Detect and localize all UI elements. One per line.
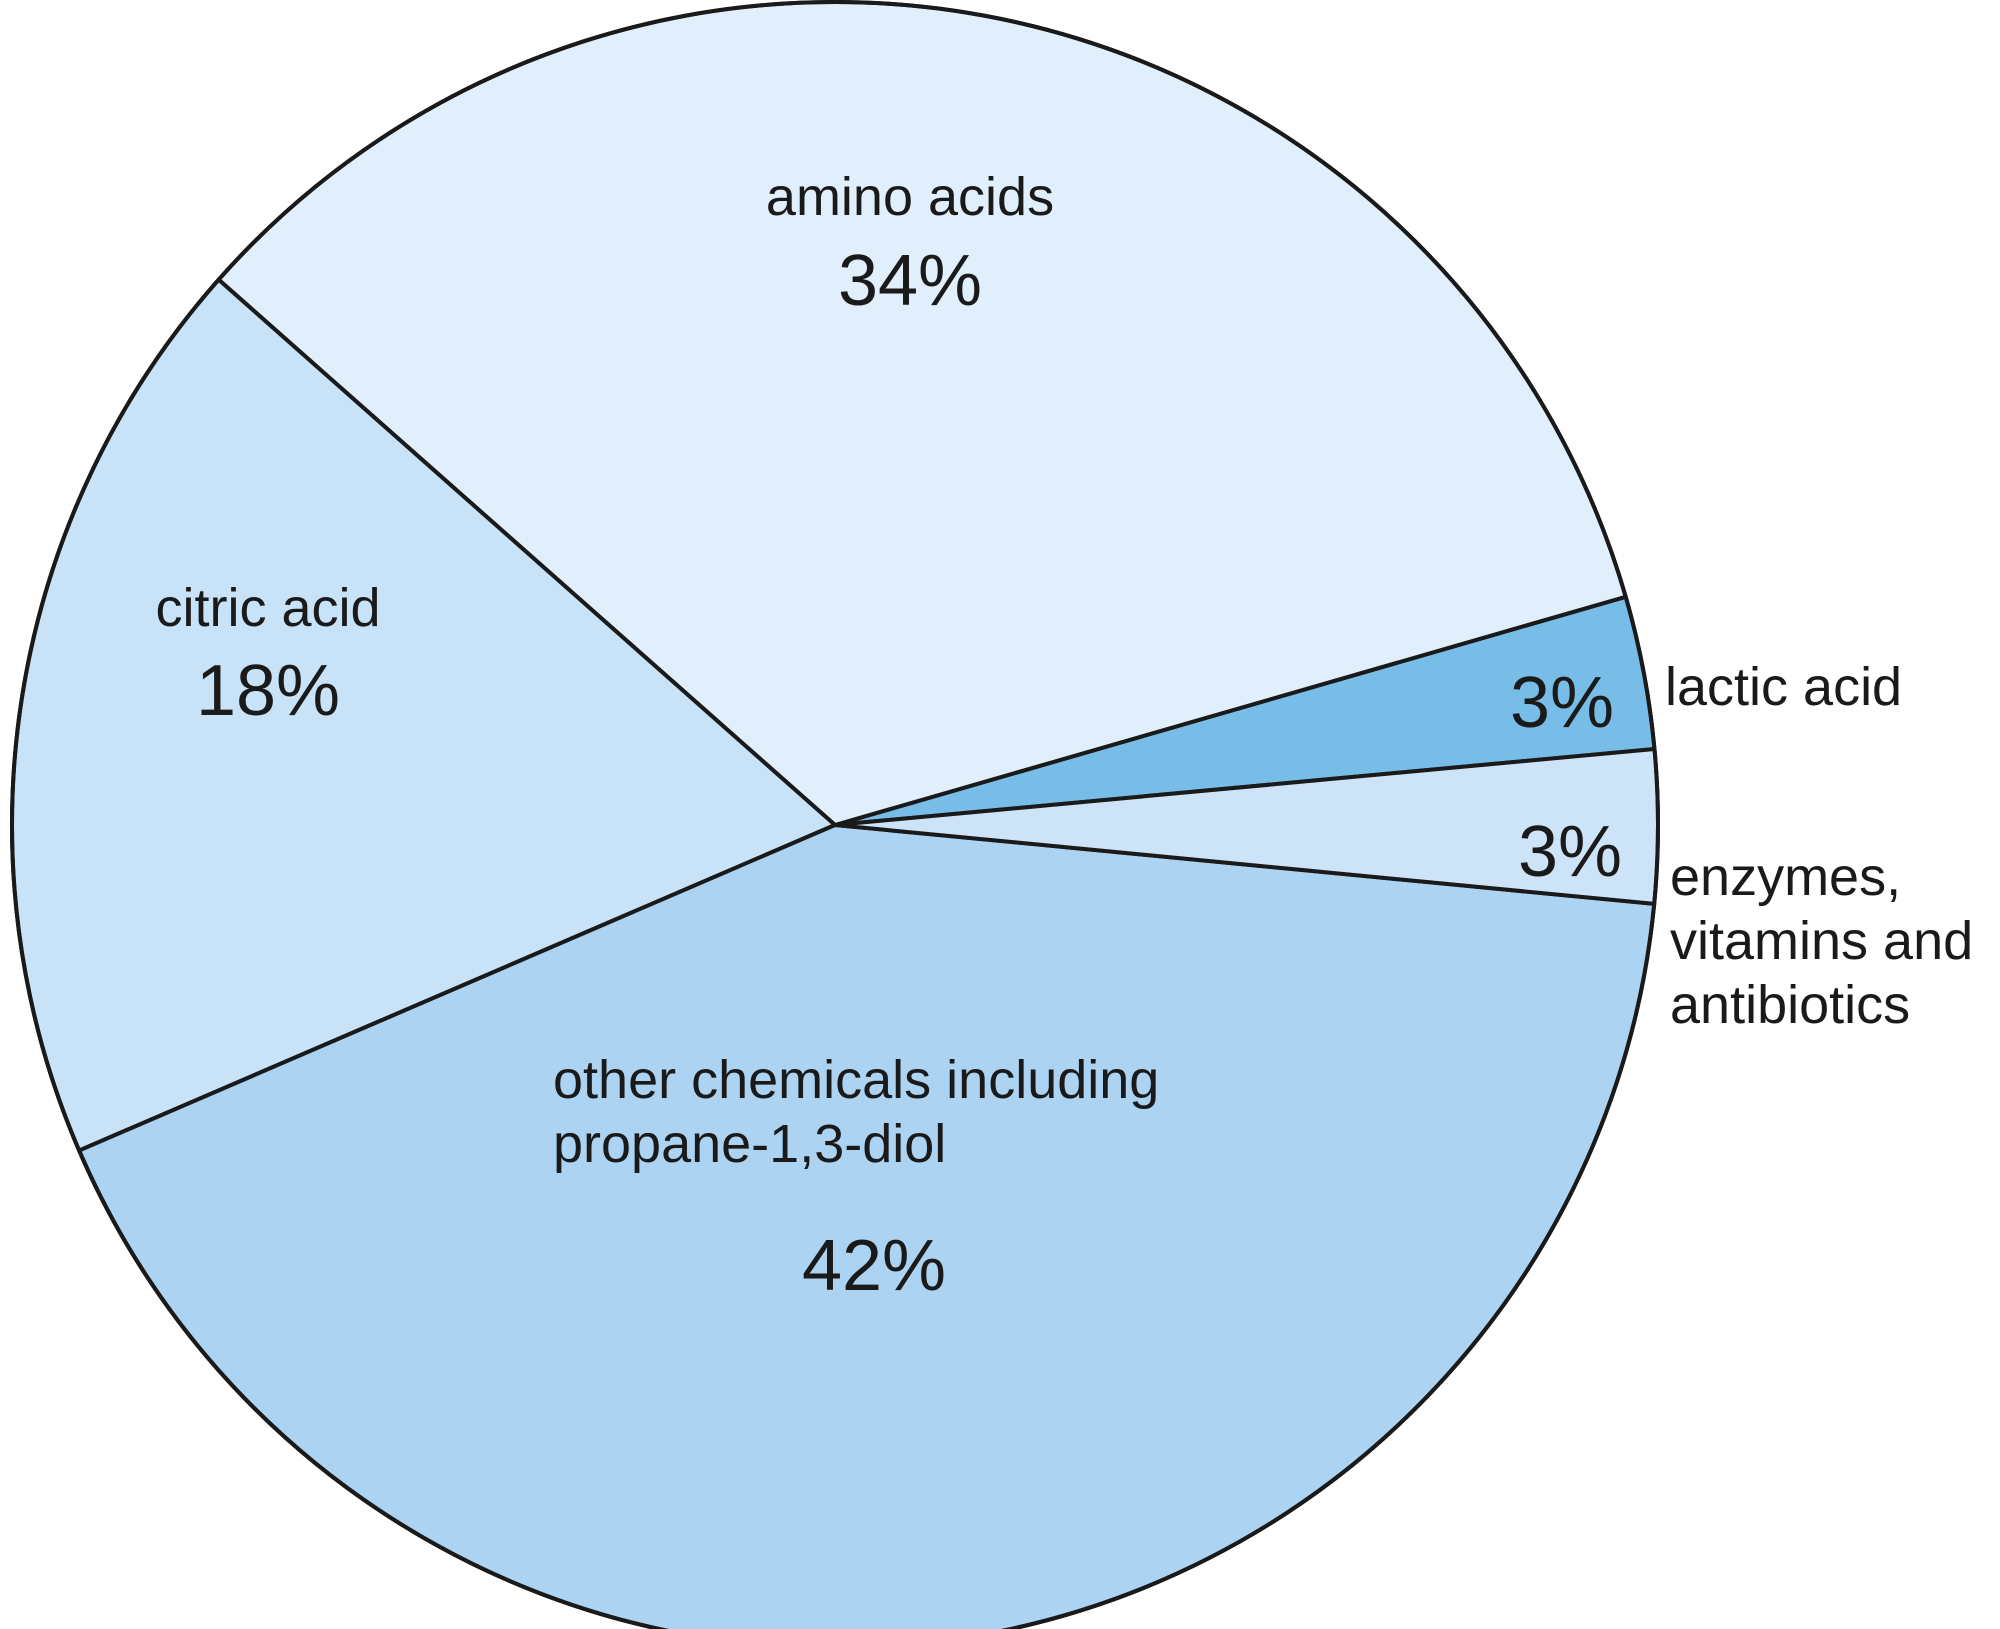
pie-outline <box>10 0 1660 1629</box>
slice-label-enzymes-vitamins-and-antibiotics: enzymes, vitamins and antibiotics <box>1670 847 1973 1035</box>
slice-label-line: other chemicals including <box>553 1050 1159 1110</box>
slice-label-line: lactic acid <box>1665 657 1902 717</box>
pie-slices <box>10 0 1660 1629</box>
pie-labels: lactic acid 3% amino acids 34% citric acid 18… <box>155 167 1973 1306</box>
slice-value-citric-acid: 18% <box>196 651 340 731</box>
slice-label-lactic-acid: lactic acid <box>1665 657 1902 717</box>
slice-value-amino-acids: 34% <box>838 241 982 321</box>
slice-label-line: propane-1,3-diol <box>553 1114 946 1174</box>
slice-label-line: citric acid <box>155 578 380 638</box>
slice-label-line: antibiotics <box>1670 975 1910 1035</box>
slice-label-line: vitamins and <box>1670 911 1973 971</box>
slice-value-enzymes-vitamins-and-antibiotics: 3% <box>1518 812 1622 892</box>
slice-label-other-chemicals-including-propane-1-3-diol: other chemicals including propane-1,3-dio… <box>553 1050 1159 1174</box>
slice-value-other-chemicals-including-propane-1-3-diol: 42% <box>802 1226 946 1306</box>
slice-label-amino-acids: amino acids <box>766 167 1054 227</box>
slice-label-citric-acid: citric acid <box>155 578 380 638</box>
slice-value-lactic-acid: 3% <box>1510 663 1614 743</box>
slice-label-line: amino acids <box>766 167 1054 227</box>
slice-label-line: enzymes, <box>1670 847 1901 907</box>
